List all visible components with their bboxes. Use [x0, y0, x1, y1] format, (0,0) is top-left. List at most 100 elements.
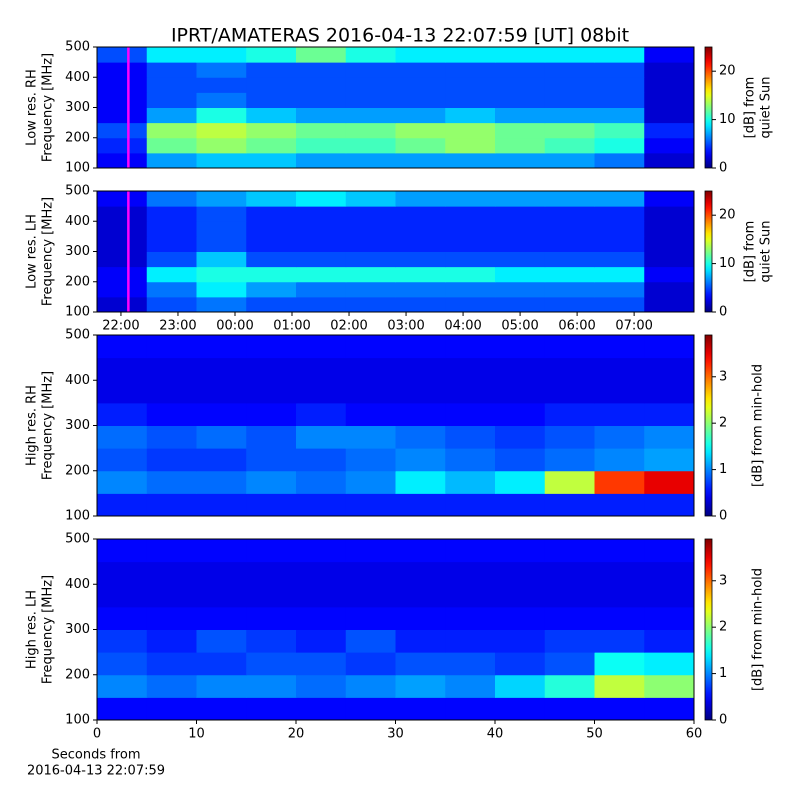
x-axis-label: Seconds from [51, 748, 140, 763]
heatmap-cell [644, 448, 695, 472]
heatmap-cell [196, 251, 247, 268]
heatmap-cell [196, 47, 247, 63]
heatmap-cell [345, 137, 396, 154]
heatmap-cell [544, 281, 595, 298]
y-tick-label: 300 [65, 100, 90, 115]
heatmap-cell [296, 584, 347, 608]
heatmap-cell [594, 47, 645, 63]
heatmap-cell [345, 335, 396, 359]
y-tick-label: 300 [65, 244, 90, 259]
heatmap-cell [146, 539, 197, 563]
heatmap-cell [544, 493, 595, 517]
heatmap-cell [296, 47, 347, 63]
heatmap-cell [146, 191, 197, 207]
heatmap-cell [146, 47, 197, 63]
heatmap-cell [246, 335, 297, 359]
heatmap-cell [246, 107, 297, 124]
heatmap-cell [644, 62, 695, 78]
heatmap-cell [594, 674, 645, 698]
heatmap-cell [196, 281, 247, 298]
heatmap-cell [395, 62, 446, 78]
x-tick-label: 40 [487, 727, 504, 742]
y-axis-label: Frequency [MHz] [41, 575, 56, 684]
heatmap-cell [97, 402, 148, 426]
heatmap-cell [345, 266, 396, 283]
heatmap-cell [196, 539, 247, 563]
heatmap-cell [246, 448, 297, 472]
heatmap-cell [146, 493, 197, 517]
heatmap-cell [97, 137, 148, 154]
heatmap-cell [395, 493, 446, 517]
x-tick-label: 22:00 [102, 319, 139, 334]
heatmap-cell [296, 539, 347, 563]
heatmap-cell [544, 357, 595, 381]
heatmap-cell [97, 674, 148, 698]
heatmap-cell [246, 77, 297, 93]
y-axis-label: Frequency [MHz] [41, 371, 56, 480]
y-tick-label: 400 [65, 214, 90, 229]
heatmap-cell [296, 470, 347, 494]
heatmap-cell [644, 539, 695, 563]
y-tick-label: 200 [65, 274, 90, 289]
heatmap-cell [395, 448, 446, 472]
heatmap-cell [345, 236, 396, 252]
heatmap-cell [495, 425, 546, 449]
heatmap-cell [594, 402, 645, 426]
heatmap-cell [594, 62, 645, 78]
heatmap-cell [544, 335, 595, 359]
x-tick-label: 05:00 [501, 319, 538, 334]
heatmap-cell [345, 357, 396, 381]
heatmap-cell [246, 47, 297, 63]
heatmap-cell [97, 697, 148, 721]
heatmap-cell [146, 606, 197, 630]
heatmap-cell [246, 221, 297, 237]
heatmap-cell [146, 674, 197, 698]
heatmap-cell [97, 470, 148, 494]
y-tick-label: 500 [65, 532, 90, 547]
heatmap-cell [445, 152, 496, 169]
heatmap-cell [644, 335, 695, 359]
heatmap-cell [345, 47, 396, 63]
heatmap-cell [544, 62, 595, 78]
heatmap-cell [594, 380, 645, 404]
heatmap-cell [495, 47, 546, 63]
heatmap-cell [644, 425, 695, 449]
heatmap-cell [644, 296, 695, 313]
heatmap-cell [246, 629, 297, 653]
heatmap-cell [644, 561, 695, 585]
colorbar-label: quiet Sun [759, 76, 774, 138]
heatmap-cell [246, 425, 297, 449]
y-axis-label: Low res. RH [25, 69, 40, 146]
heatmap-cell [445, 47, 496, 63]
heatmap-cell [495, 137, 546, 154]
heatmap-cell [246, 584, 297, 608]
heatmap-cell [594, 448, 645, 472]
heatmap-cell [196, 296, 247, 313]
heatmap-cell [594, 251, 645, 268]
heatmap-cell [246, 92, 297, 108]
heatmap-cell [246, 137, 297, 154]
heatmap-cell [594, 697, 645, 721]
heatmap-cell [445, 281, 496, 298]
heatmap-cell [445, 62, 496, 78]
heatmap-cell [594, 357, 645, 381]
heatmap-cell [594, 92, 645, 108]
heatmap-cell [544, 122, 595, 139]
heatmap-cell [644, 674, 695, 698]
heatmap-cell [644, 493, 695, 517]
heatmap-cell [196, 629, 247, 653]
heatmap-cell [296, 122, 347, 139]
heatmap-cell [246, 606, 297, 630]
heatmap-cell [246, 152, 297, 169]
colorbar-label: [dB] from min-hold [751, 568, 766, 691]
heatmap-cell [395, 281, 446, 298]
heatmap-cell [146, 584, 197, 608]
heatmap-cell [345, 425, 396, 449]
heatmap-cell [246, 674, 297, 698]
heatmap-cell [644, 606, 695, 630]
heatmap-cell [196, 448, 247, 472]
heatmap-cell [395, 92, 446, 108]
heatmap-cell [644, 251, 695, 268]
heatmap-cell [296, 191, 347, 207]
heatmap-cell [395, 584, 446, 608]
